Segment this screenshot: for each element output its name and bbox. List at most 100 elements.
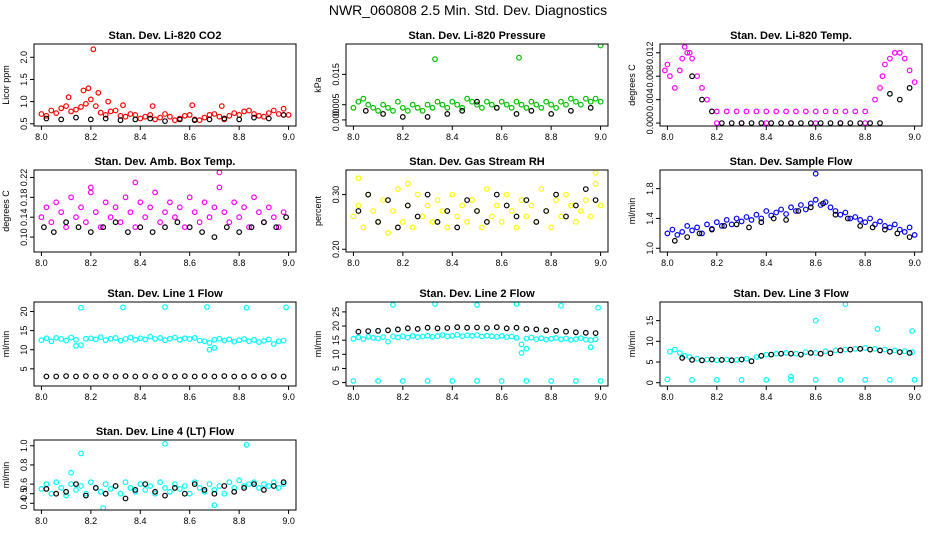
data-point: [87, 479, 94, 486]
data-point: [891, 49, 898, 56]
x-tick-label: 9.0: [282, 258, 295, 268]
y-tick-label: 10: [331, 349, 341, 359]
data-point: [523, 213, 530, 220]
data-point: [395, 186, 401, 193]
data-point: [261, 481, 267, 488]
data-point: [664, 61, 671, 68]
data-point-reference: [877, 120, 883, 126]
plot-frame: [659, 169, 923, 253]
data-point: [516, 54, 522, 61]
data-point: [409, 224, 416, 231]
data-point: [773, 108, 780, 115]
data-point: [498, 218, 505, 225]
data-point: [92, 103, 99, 109]
data-point: [802, 108, 809, 115]
data-point: [573, 98, 579, 105]
data-point: [896, 226, 903, 233]
data-point-reference: [191, 373, 198, 380]
data-point-reference: [124, 229, 131, 236]
data-point: [231, 485, 238, 491]
data-point-reference: [92, 485, 99, 491]
data-point-reference: [906, 84, 913, 91]
data-point: [395, 98, 401, 105]
data-point: [439, 101, 446, 108]
data-point: [95, 89, 102, 96]
data-point: [132, 488, 139, 495]
data-point: [454, 101, 461, 108]
data-point: [275, 224, 282, 231]
data-point: [127, 334, 134, 341]
data-point-reference: [199, 229, 206, 236]
data-point: [181, 335, 188, 342]
data-point: [399, 218, 406, 225]
data-point: [191, 335, 198, 341]
data-point: [597, 98, 604, 105]
data-point: [464, 95, 471, 102]
x-tick-label: 8.8: [545, 132, 558, 142]
data-point-reference: [63, 219, 69, 226]
data-point: [63, 224, 69, 231]
data-point-reference: [459, 107, 466, 114]
data-point-reference: [817, 350, 824, 357]
data-point: [152, 336, 159, 342]
data-point-reference: [117, 117, 124, 124]
data-point-reference: [709, 356, 715, 363]
data-point: [176, 204, 183, 211]
data-point: [563, 191, 569, 198]
data-point: [92, 336, 99, 343]
data-point-reference: [87, 116, 94, 123]
data-point: [699, 84, 705, 91]
data-point: [479, 224, 485, 231]
data-point-reference: [778, 120, 784, 126]
data-point: [723, 216, 730, 223]
data-point: [558, 213, 564, 220]
data-point: [543, 98, 550, 105]
data-point: [479, 333, 485, 340]
data-point: [793, 108, 799, 115]
data-point: [538, 335, 545, 342]
data-point: [58, 485, 65, 491]
data-point-reference: [807, 204, 814, 211]
data-point: [568, 202, 574, 209]
y-tick-label: 5: [331, 366, 341, 371]
x-tick-label: 8.6: [809, 392, 822, 402]
data-point: [528, 334, 535, 341]
data-point: [563, 335, 569, 342]
data-point: [53, 110, 60, 116]
data-point-reference: [882, 226, 888, 233]
data-point: [577, 335, 584, 342]
data-point: [518, 197, 525, 204]
data-point: [548, 335, 555, 342]
data-point: [503, 334, 510, 341]
y-tick-label: 0.30: [331, 186, 341, 204]
data-point-reference: [404, 202, 411, 209]
data-point-reference: [857, 222, 864, 229]
data-point: [58, 336, 65, 342]
data-point-reference: [201, 487, 208, 493]
y-tick-label: 5: [645, 359, 655, 364]
data-point: [887, 376, 893, 383]
data-point: [275, 485, 282, 491]
data-point-reference: [43, 373, 50, 380]
data-point: [142, 487, 149, 493]
data-point: [152, 490, 159, 497]
x-tick-label: 8.0: [661, 258, 674, 268]
data-point: [147, 333, 154, 340]
data-point-reference: [503, 325, 510, 332]
data-point-reference: [92, 373, 99, 380]
data-point: [350, 335, 357, 342]
y-tick-label: 0.5: [19, 487, 29, 500]
data-point: [186, 336, 193, 342]
data-point: [97, 224, 104, 231]
panel-title: Stan. Dev. Sample Flow: [730, 156, 853, 168]
data-point: [122, 336, 129, 342]
y-tick-label: 15: [645, 316, 655, 326]
y-tick-label: 0.20: [331, 241, 341, 259]
data-point: [48, 490, 55, 497]
data-point: [157, 335, 164, 341]
data-point: [812, 376, 819, 383]
data-point-reference: [152, 488, 159, 495]
data-point-reference: [484, 325, 490, 331]
data-point-reference: [817, 120, 824, 126]
